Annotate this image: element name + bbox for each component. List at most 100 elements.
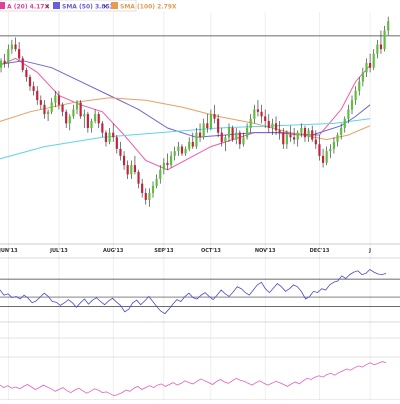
oscillator-line [0,268,387,315]
candle-body [21,58,24,70]
x-tick-label: JUL'13 [49,248,68,254]
legend-close-icon[interactable]: ✕ [45,4,50,11]
candle-body [141,183,144,193]
candle-body [90,121,93,128]
candle-body [104,132,108,142]
candle-body [119,148,122,156]
series-line-ma200 [0,118,371,160]
oscillator-line [0,361,387,397]
candle-body [97,114,100,124]
candle-body [347,109,350,119]
candle-body [75,102,79,110]
candle-body [300,128,303,133]
candle-body [177,146,180,152]
candle-body [112,132,115,138]
candle-body [159,169,162,180]
candle-body [336,134,339,142]
candle-body [274,123,278,131]
candle-body [184,148,187,154]
candle-body [376,44,379,54]
candle-body [25,70,28,77]
candle-body [256,109,260,112]
candle-body [101,123,104,133]
legend-swatch-sma50 [53,2,60,9]
candle-body [343,118,346,128]
chart-legend: A (20) 4.17X ✕ SMA (50) 3.85X ✕ SMA (100… [0,0,177,12]
legend-swatch-ma20 [0,2,5,9]
legend-label-ma20: A (20) 4.17X [7,4,49,11]
candle-body [3,60,6,64]
candle-body [264,116,267,122]
candle-body [126,165,129,175]
candle-body [202,123,205,138]
candle-body [358,81,361,91]
candle-body [148,192,151,200]
x-tick-label: NOV'13 [255,248,276,254]
candle-body [238,132,241,145]
oscillator-panel-2 [0,337,400,401]
candle-body [180,146,184,154]
candle-body [50,102,53,112]
candle-body [198,132,202,138]
candle-body [235,132,238,140]
candle-body [83,114,86,117]
x-tick-label: JUN'13 [0,248,18,254]
candle-body [133,165,137,173]
legend-close-icon[interactable]: ✕ [103,4,108,11]
candle-body [54,95,57,103]
candle-body [303,128,307,138]
candle-body [0,60,3,68]
candle-body [166,162,169,166]
candle-body [86,114,89,128]
candle-body [311,130,314,140]
candle-body [350,100,354,110]
candle-body [173,151,176,156]
x-tick-label: OCT'13 [201,248,221,254]
candle-body [369,63,372,68]
candle-body [329,148,332,152]
candle-body [249,118,252,128]
candle-body [188,141,191,149]
date-axis: JUN'13 JUL'13 AUG'13 SEP'13 OCT'13 NOV'13 DEC'… [0,248,400,259]
candle-body [361,72,364,82]
candle-body [14,44,17,50]
candle-body [39,100,42,105]
candle-body [206,123,209,128]
candle-body [28,76,32,87]
x-tick-label: DEC'13 [310,248,330,254]
legend-swatch-sma100 [111,2,118,9]
candle-body [227,128,231,138]
candle-body [253,109,256,119]
candle-body [213,114,216,119]
candle-body [278,130,281,133]
candle-body [354,90,357,101]
candle-body [209,114,212,128]
candle-body [36,90,39,101]
candle-body [231,128,234,140]
candle-body [217,118,220,133]
candle-body [170,155,173,166]
candle-body [383,30,386,50]
candle-body [151,186,155,193]
candle-body [321,155,325,163]
candle-body [191,141,194,147]
candle-body [271,123,274,128]
candle-body [220,132,223,142]
price-panel [0,12,400,400]
candle-body [68,116,71,124]
candle-body [314,139,317,145]
candle-body [32,86,35,91]
candle-body [18,49,21,59]
candle-body [318,144,321,156]
candle-body [144,192,147,200]
candle-body [65,111,68,124]
series-line-ma100 [0,97,371,141]
candle-body [94,114,97,122]
candle-body [130,165,133,175]
candle-body [43,104,46,115]
candle-body [365,63,368,73]
candle-body [72,109,75,117]
legend-label-sma50: SMA (50) 3.85X [62,4,115,11]
candle-body [289,134,292,138]
